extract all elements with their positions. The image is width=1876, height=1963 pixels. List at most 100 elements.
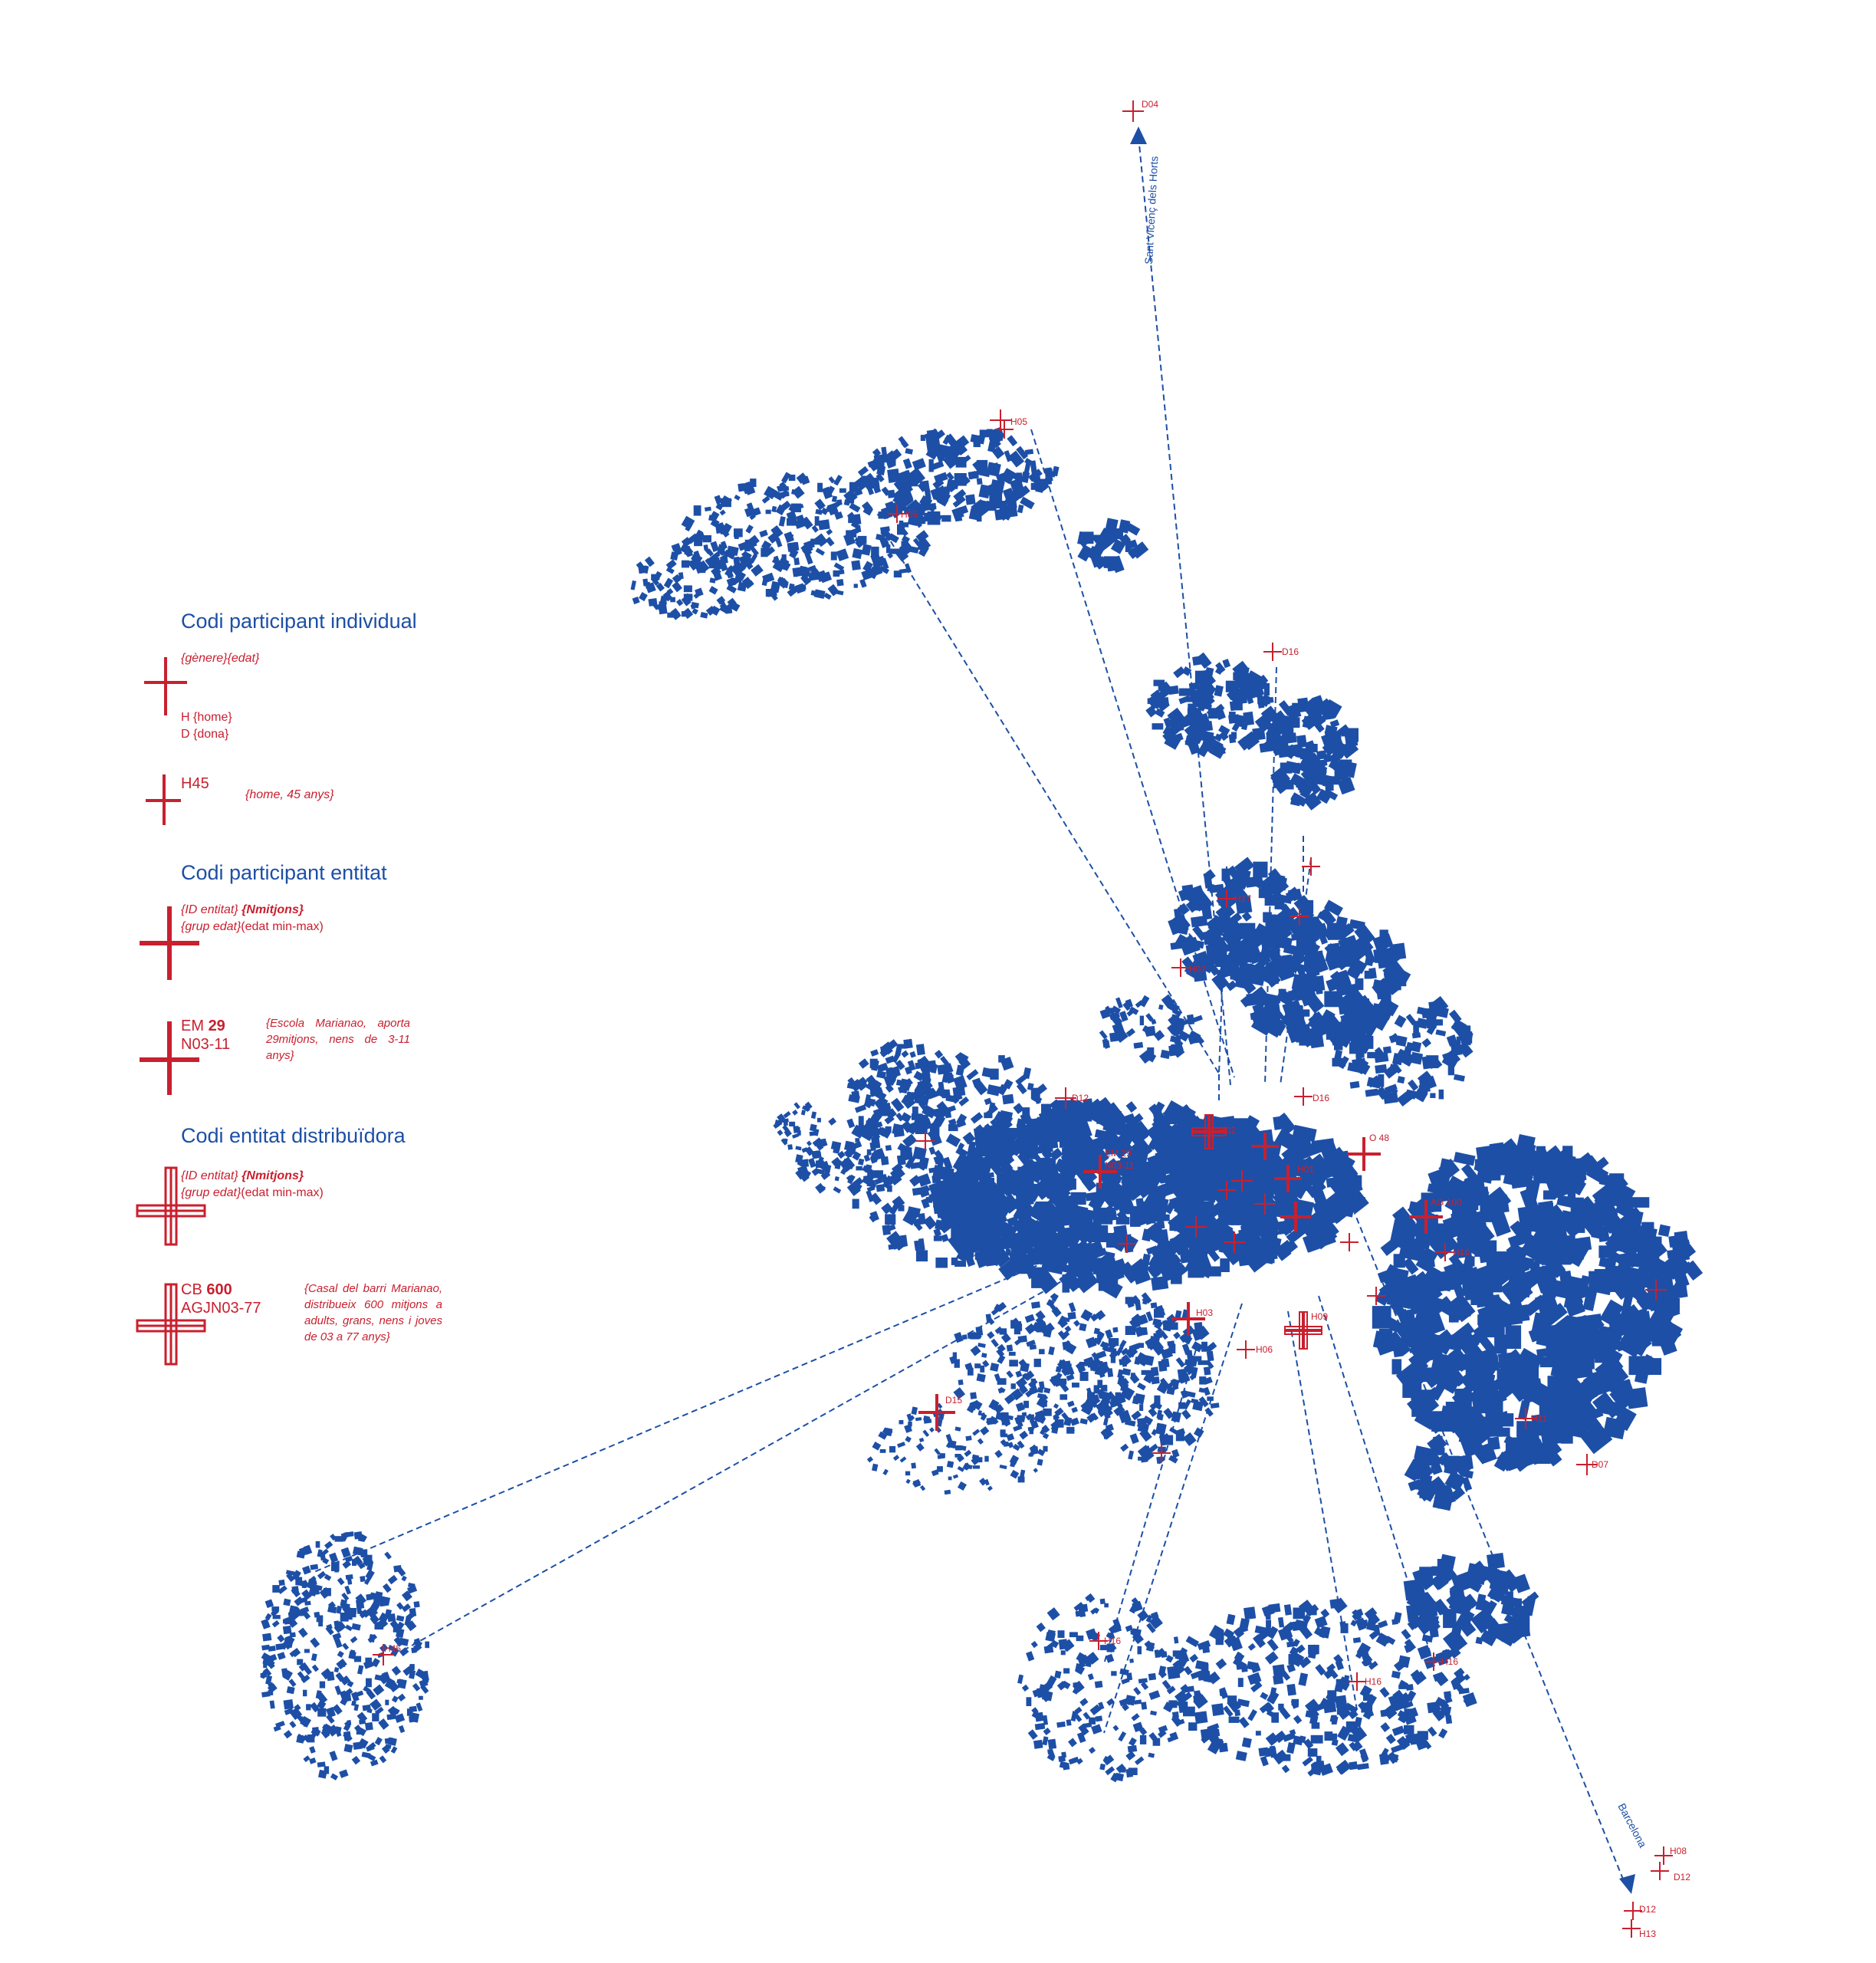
building: [1050, 1099, 1069, 1120]
building: [1281, 732, 1297, 745]
building: [1173, 1331, 1181, 1340]
building: [374, 1737, 383, 1746]
building: [1374, 1052, 1389, 1064]
building: [852, 1151, 862, 1161]
building: [1451, 1486, 1466, 1501]
building: [751, 564, 764, 577]
building: [1135, 1300, 1142, 1310]
building: [923, 1416, 931, 1422]
building: [1244, 1606, 1257, 1620]
building: [727, 551, 734, 558]
building: [960, 1445, 967, 1452]
building: [778, 516, 786, 527]
building: [1152, 723, 1164, 730]
building: [1279, 1707, 1291, 1720]
building: [1315, 982, 1323, 995]
building: [1137, 1646, 1142, 1655]
building: [1299, 1037, 1316, 1046]
building: [300, 1715, 311, 1728]
building: [1364, 970, 1372, 979]
building: [382, 1583, 392, 1593]
building: [810, 590, 822, 597]
building: [1410, 1051, 1424, 1065]
building: [1046, 1189, 1061, 1205]
building: [1198, 1387, 1205, 1393]
building: [964, 1210, 975, 1222]
building: [1193, 1427, 1204, 1438]
building: [1266, 1608, 1271, 1619]
building: [1407, 1389, 1440, 1421]
building: [1202, 684, 1217, 699]
building: [905, 1156, 916, 1169]
building: [1445, 1715, 1453, 1725]
building: [1388, 1330, 1411, 1356]
building: [1053, 1403, 1060, 1409]
building: [1196, 652, 1212, 669]
building: [709, 577, 716, 584]
building: [650, 576, 660, 586]
building: [914, 1240, 921, 1251]
building: [1178, 1402, 1186, 1409]
building: [1382, 960, 1405, 983]
building: [1037, 1325, 1046, 1333]
building: [1031, 1301, 1041, 1309]
building: [1066, 1373, 1075, 1381]
building: [1153, 679, 1165, 686]
building: [998, 1055, 1005, 1063]
building: [887, 552, 894, 559]
building: [1143, 1371, 1155, 1384]
building: [304, 1600, 311, 1606]
building: [1124, 1206, 1145, 1215]
building: [1355, 978, 1364, 991]
building: [366, 1753, 376, 1762]
building: [977, 1457, 983, 1463]
building: [273, 1725, 281, 1732]
building: [401, 1590, 412, 1602]
building: [1411, 1032, 1421, 1039]
building: [1192, 950, 1211, 969]
building: [726, 584, 738, 594]
building: [1015, 1370, 1023, 1378]
building: [1379, 1687, 1390, 1698]
building: [1515, 1134, 1536, 1157]
building: [332, 1704, 343, 1715]
building: [806, 1140, 812, 1146]
building: [1074, 1269, 1099, 1294]
building: [681, 515, 695, 530]
building: [317, 1708, 327, 1717]
building: [1430, 1572, 1449, 1591]
building: [1335, 1695, 1348, 1708]
building: [1173, 666, 1186, 679]
building: [1234, 857, 1255, 876]
route-line: [1318, 1295, 1434, 1665]
building: [1347, 1734, 1359, 1743]
building: [1293, 919, 1309, 929]
building: [1187, 1143, 1195, 1157]
building: [1326, 923, 1342, 933]
building: [954, 1359, 960, 1368]
building: [391, 1707, 400, 1715]
building: [331, 1562, 340, 1571]
building: [1106, 1643, 1115, 1652]
building: [1015, 1376, 1028, 1389]
building: [693, 531, 706, 543]
building: [1286, 1663, 1296, 1673]
building: [935, 1087, 948, 1099]
building: [1416, 1462, 1434, 1480]
building: [1050, 1304, 1056, 1311]
building: [1178, 1241, 1191, 1264]
building: [1012, 473, 1024, 483]
building: [402, 1665, 414, 1676]
building: [1027, 1729, 1038, 1740]
building: [295, 1577, 303, 1586]
building: [761, 495, 770, 504]
building: [905, 563, 912, 574]
building: [826, 507, 831, 512]
building: [1270, 945, 1281, 956]
building: [1378, 1074, 1385, 1087]
building: [937, 1419, 943, 1427]
building: [882, 1224, 896, 1233]
building: [895, 1112, 905, 1122]
building: [1076, 1363, 1086, 1373]
building: [1253, 1634, 1266, 1649]
